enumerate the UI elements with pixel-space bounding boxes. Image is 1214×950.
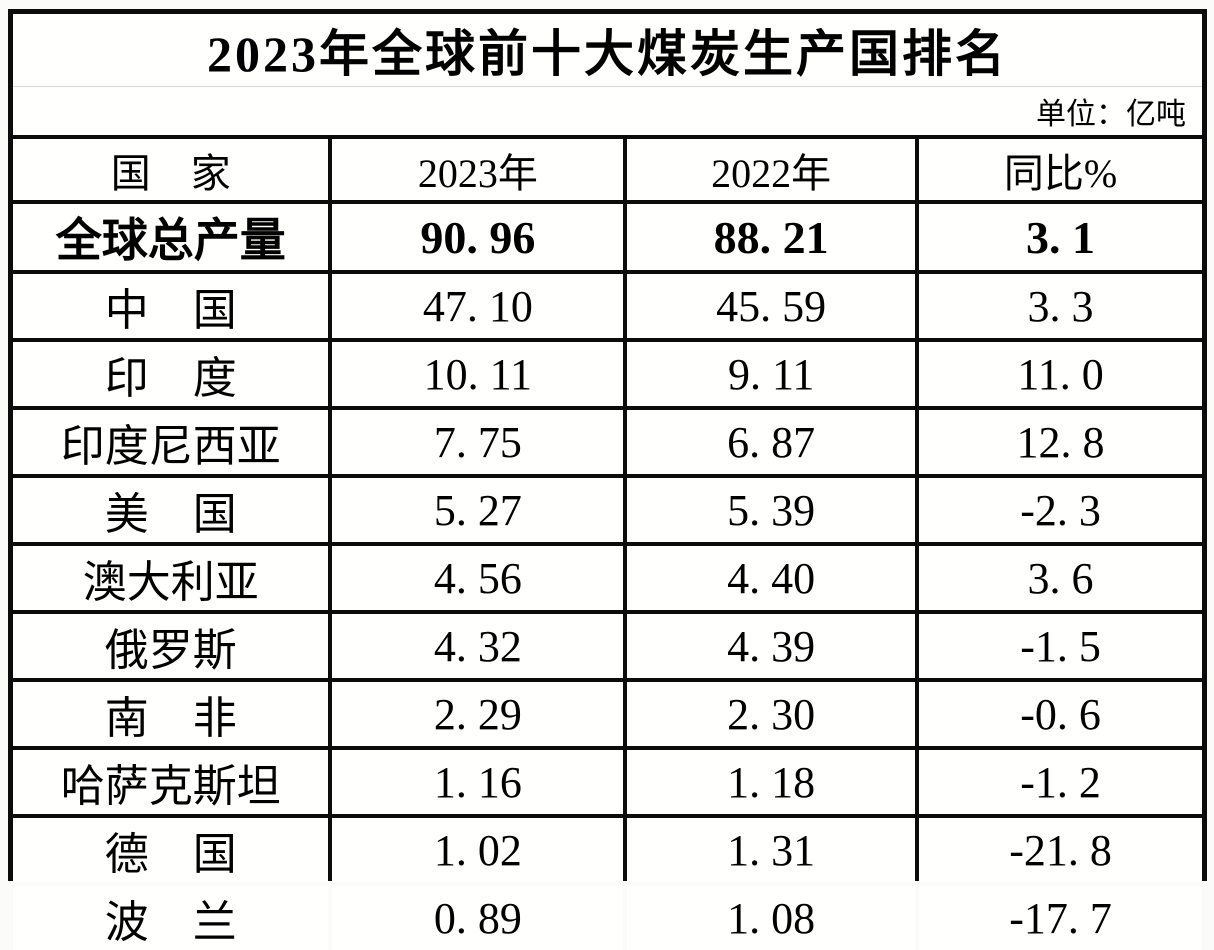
page-title: 2023年全球前十大煤炭生产国排名 — [13, 14, 1202, 87]
cell-country: 德 国 — [13, 818, 329, 882]
cell-2023-value: 47. 10 — [332, 274, 624, 338]
cell-country: 中 国 — [13, 274, 329, 338]
cell-2022-value: 1. 18 — [627, 750, 916, 814]
cell-yoy-value: 12. 8 — [919, 410, 1202, 474]
cell-2022-value: 6. 87 — [627, 410, 916, 474]
column-header-2023: 2023年 — [332, 139, 624, 200]
data-table: 国 家 2023年 2022年 同比% 全球总产量 90. 96 88. 21 … — [13, 139, 1202, 950]
cell-yoy-value: 11. 0 — [919, 342, 1202, 406]
cell-country: 美 国 — [13, 478, 329, 542]
cell-yoy-value: -17. 7 — [919, 886, 1202, 950]
cell-2023-value: 1. 02 — [332, 818, 624, 882]
cell-country: 俄罗斯 — [13, 614, 329, 678]
cell-2022-value: 45. 59 — [627, 274, 916, 338]
column-header-2022: 2022年 — [627, 139, 916, 200]
column-header-yoy: 同比% — [919, 139, 1202, 200]
cell-country: 哈萨克斯坦 — [13, 750, 329, 814]
cell-2022-value: 5. 39 — [627, 478, 916, 542]
cell-2023-value: 10. 11 — [332, 342, 624, 406]
cell-2023-value: 4. 56 — [332, 546, 624, 610]
cell-yoy-value: 3. 1 — [919, 204, 1202, 270]
cell-yoy-value: -1. 5 — [919, 614, 1202, 678]
cell-2023-value: 4. 32 — [332, 614, 624, 678]
cell-2022-value: 9. 11 — [627, 342, 916, 406]
cell-country: 印度尼西亚 — [13, 410, 329, 474]
cell-yoy-value: -0. 6 — [919, 682, 1202, 746]
cell-yoy-value: -21. 8 — [919, 818, 1202, 882]
cell-2022-value: 4. 39 — [627, 614, 916, 678]
cell-2023-value: 2. 29 — [332, 682, 624, 746]
column-header-country: 国 家 — [13, 139, 329, 200]
cell-2022-value: 4. 40 — [627, 546, 916, 610]
cell-yoy-value: -1. 2 — [919, 750, 1202, 814]
cell-yoy-value: 3. 3 — [919, 274, 1202, 338]
cell-country: 澳大利亚 — [13, 546, 329, 610]
cell-2023-value: 5. 27 — [332, 478, 624, 542]
cell-yoy-value: -2. 3 — [919, 478, 1202, 542]
cell-2022-value: 1. 31 — [627, 818, 916, 882]
cell-country: 印 度 — [13, 342, 329, 406]
cell-2023-value: 7. 75 — [332, 410, 624, 474]
cell-yoy-value: 3. 6 — [919, 546, 1202, 610]
cell-2022-value: 88. 21 — [627, 204, 916, 270]
cell-country: 全球总产量 — [13, 204, 329, 270]
cell-2023-value: 1. 16 — [332, 750, 624, 814]
cell-country: 波 兰 — [13, 886, 329, 950]
cell-2022-value: 2. 30 — [627, 682, 916, 746]
cell-country: 南 非 — [13, 682, 329, 746]
cell-2023-value: 90. 96 — [332, 204, 624, 270]
table-frame: 2023年全球前十大煤炭生产国排名 单位：亿吨 国 家 2023年 2022年 … — [8, 9, 1207, 950]
unit-label: 单位：亿吨 — [13, 87, 1202, 139]
cell-2023-value: 0. 89 — [332, 886, 624, 950]
cell-2022-value: 1. 08 — [627, 886, 916, 950]
